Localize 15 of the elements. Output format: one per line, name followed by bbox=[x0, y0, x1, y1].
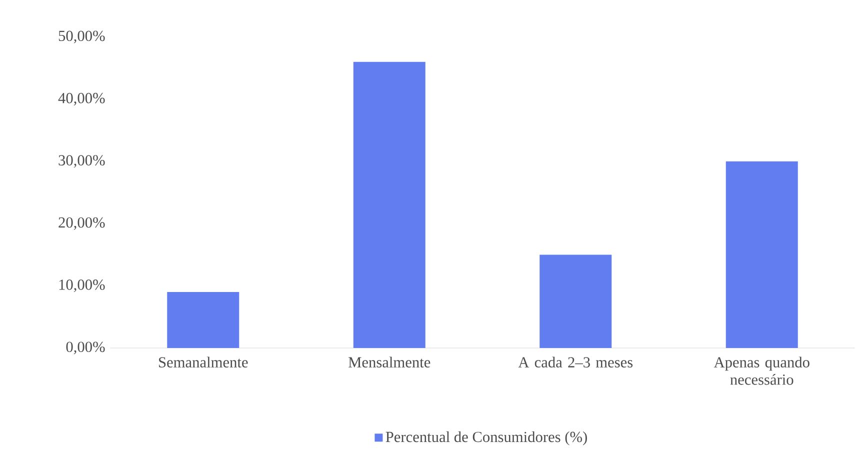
y-tick-label: 0,00% bbox=[66, 342, 105, 354]
y-tick-label: 20,00% bbox=[58, 217, 105, 230]
bar bbox=[726, 161, 798, 348]
x-tick-label: A cada 2–3 meses bbox=[518, 356, 633, 368]
bar bbox=[353, 62, 426, 348]
y-tick-label: 10,00% bbox=[59, 280, 105, 292]
bar bbox=[540, 254, 612, 348]
y-tick-label: 30,00% bbox=[58, 155, 105, 168]
legend-label: Percentual de Consumidores (%) bbox=[386, 431, 587, 446]
y-tick-label: 50,00% bbox=[58, 30, 105, 44]
x-tick-label: Apenas quando necessário bbox=[714, 356, 810, 385]
bar bbox=[167, 292, 240, 348]
x-tick-label: Semanalmente bbox=[159, 356, 248, 368]
y-tick-label: 40,00% bbox=[58, 92, 105, 106]
x-tick-label: Mensalmente bbox=[348, 356, 430, 368]
